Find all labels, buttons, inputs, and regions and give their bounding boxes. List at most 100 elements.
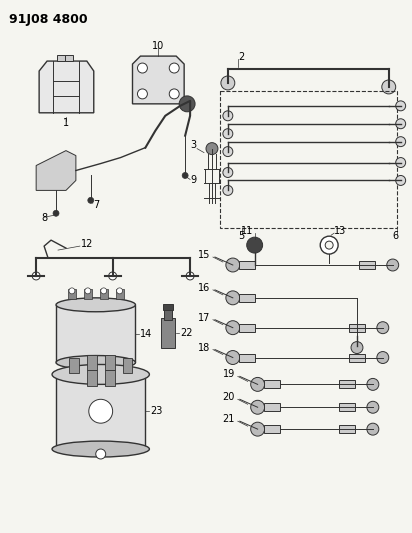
Circle shape bbox=[223, 147, 233, 157]
Bar bbox=[239, 324, 255, 332]
Ellipse shape bbox=[56, 356, 136, 369]
Bar bbox=[164, 308, 172, 320]
Circle shape bbox=[396, 119, 406, 129]
Text: 7: 7 bbox=[93, 200, 99, 211]
Bar bbox=[339, 381, 355, 389]
Circle shape bbox=[186, 272, 194, 280]
Bar bbox=[162, 318, 175, 348]
Text: 19: 19 bbox=[222, 369, 235, 379]
Bar bbox=[105, 354, 115, 370]
Circle shape bbox=[377, 322, 389, 334]
Text: 2: 2 bbox=[238, 52, 244, 62]
Circle shape bbox=[367, 423, 379, 435]
Bar bbox=[239, 353, 255, 361]
Circle shape bbox=[367, 401, 379, 413]
Bar bbox=[339, 425, 355, 433]
Circle shape bbox=[226, 351, 240, 365]
Bar bbox=[349, 324, 365, 332]
Text: 8: 8 bbox=[41, 213, 47, 223]
Bar bbox=[87, 354, 97, 370]
Circle shape bbox=[396, 101, 406, 111]
Circle shape bbox=[226, 291, 240, 305]
Bar bbox=[220, 91, 397, 228]
Text: 23: 23 bbox=[150, 406, 163, 416]
Circle shape bbox=[325, 241, 333, 249]
Circle shape bbox=[223, 167, 233, 177]
Text: 14: 14 bbox=[140, 329, 153, 338]
Text: 12: 12 bbox=[81, 239, 93, 249]
Bar bbox=[57, 55, 65, 61]
Circle shape bbox=[223, 185, 233, 196]
Circle shape bbox=[109, 272, 117, 280]
Circle shape bbox=[387, 259, 399, 271]
Text: 15: 15 bbox=[198, 250, 210, 260]
Bar bbox=[65, 55, 73, 61]
Polygon shape bbox=[133, 56, 184, 104]
Bar bbox=[239, 294, 255, 302]
Text: 91J08 4800: 91J08 4800 bbox=[9, 13, 88, 26]
Circle shape bbox=[351, 342, 363, 353]
Circle shape bbox=[396, 175, 406, 185]
Circle shape bbox=[250, 400, 265, 414]
Circle shape bbox=[169, 63, 179, 73]
Bar bbox=[100, 289, 108, 299]
Circle shape bbox=[89, 399, 112, 423]
Circle shape bbox=[221, 76, 235, 90]
Polygon shape bbox=[36, 151, 76, 190]
Polygon shape bbox=[39, 61, 94, 113]
Circle shape bbox=[182, 173, 188, 179]
Circle shape bbox=[101, 288, 107, 294]
Bar bbox=[69, 358, 79, 374]
Bar bbox=[264, 403, 279, 411]
Circle shape bbox=[169, 89, 179, 99]
Bar bbox=[264, 381, 279, 389]
Circle shape bbox=[382, 80, 396, 94]
Text: 13: 13 bbox=[334, 226, 346, 236]
Bar bbox=[122, 358, 133, 374]
Circle shape bbox=[85, 288, 91, 294]
Bar bbox=[116, 289, 124, 299]
Bar bbox=[87, 370, 97, 386]
Text: 11: 11 bbox=[241, 226, 253, 236]
Circle shape bbox=[377, 352, 389, 364]
Circle shape bbox=[396, 158, 406, 167]
Circle shape bbox=[138, 89, 147, 99]
Ellipse shape bbox=[56, 298, 136, 312]
Bar bbox=[105, 370, 115, 386]
Bar bbox=[349, 353, 365, 361]
Circle shape bbox=[396, 136, 406, 147]
Bar bbox=[56, 375, 145, 449]
Bar bbox=[264, 425, 279, 433]
Text: 9: 9 bbox=[190, 175, 196, 185]
Circle shape bbox=[223, 129, 233, 139]
Circle shape bbox=[226, 321, 240, 335]
Circle shape bbox=[138, 63, 147, 73]
Circle shape bbox=[206, 143, 218, 155]
Ellipse shape bbox=[52, 441, 150, 457]
Circle shape bbox=[223, 111, 233, 121]
Text: 10: 10 bbox=[152, 41, 164, 51]
Circle shape bbox=[117, 288, 122, 294]
Bar bbox=[339, 403, 355, 411]
Text: 6: 6 bbox=[393, 231, 399, 241]
Circle shape bbox=[226, 258, 240, 272]
Bar bbox=[56, 305, 136, 362]
Bar bbox=[84, 289, 92, 299]
Bar bbox=[163, 304, 173, 310]
Text: 5: 5 bbox=[238, 231, 244, 241]
Text: 3: 3 bbox=[190, 140, 196, 150]
Circle shape bbox=[96, 449, 106, 459]
Text: 1: 1 bbox=[63, 118, 69, 128]
Text: 21: 21 bbox=[222, 414, 235, 424]
Circle shape bbox=[69, 288, 75, 294]
Ellipse shape bbox=[52, 365, 150, 384]
Circle shape bbox=[247, 237, 262, 253]
Circle shape bbox=[179, 96, 195, 112]
Text: 20: 20 bbox=[222, 392, 235, 402]
Text: 18: 18 bbox=[198, 343, 210, 352]
Bar bbox=[239, 261, 255, 269]
Text: 22: 22 bbox=[180, 328, 193, 337]
Circle shape bbox=[250, 377, 265, 391]
Circle shape bbox=[32, 272, 40, 280]
Text: 16: 16 bbox=[198, 283, 210, 293]
